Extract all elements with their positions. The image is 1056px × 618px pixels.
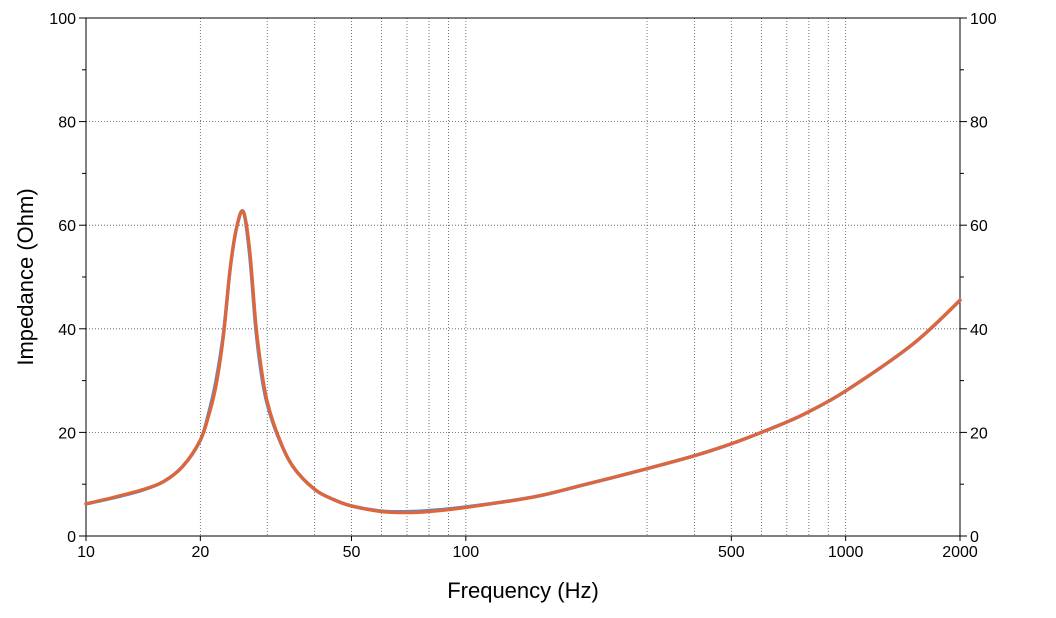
y-tick-label-right: 100 (970, 11, 997, 28)
y-tick-label-left: 100 (49, 11, 76, 28)
series-line-1 (84, 209, 962, 514)
x-tick-label: 10 (77, 544, 95, 561)
y-tick-label-right: 20 (970, 425, 988, 442)
x-tick-label: 50 (343, 544, 361, 561)
y-axis-title: Impedance (Ohm) (13, 188, 38, 365)
x-tick-label: 20 (191, 544, 209, 561)
y-tick-label-left: 80 (58, 115, 76, 132)
y-tick-label-right: 0 (970, 529, 979, 546)
x-tick-label: 1000 (828, 544, 864, 561)
x-axis-title: Frequency (Hz) (447, 578, 599, 603)
series-lines (84, 209, 962, 515)
y-tick-label-right: 40 (970, 322, 988, 339)
x-tick-label: 2000 (942, 544, 978, 561)
y-tick-label-right: 80 (970, 115, 988, 132)
series-line-2 (84, 209, 962, 515)
y-tick-label-left: 60 (58, 218, 76, 235)
y-tick-label-left: 40 (58, 322, 76, 339)
y-tick-label-left: 20 (58, 425, 76, 442)
axis-ticks: 0 0 20 20 40 40 60 60 80 80 100 100 10 20 50 100 500 1000… (49, 11, 997, 561)
grid (86, 18, 960, 536)
y-tick-label-right: 60 (970, 218, 988, 235)
x-tick-label: 100 (452, 544, 479, 561)
plot-frame (85, 17, 961, 537)
x-tick-label: 500 (718, 544, 745, 561)
y-tick-label-left: 0 (67, 529, 76, 546)
